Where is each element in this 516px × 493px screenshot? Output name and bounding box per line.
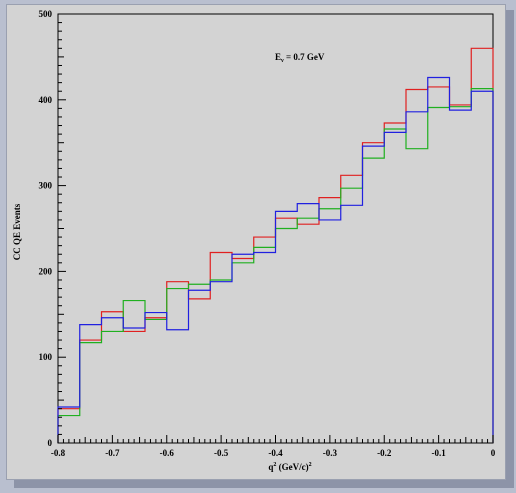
x-tick-label: -0.7	[105, 448, 120, 458]
energy-annotation: Eν = 0.7 GeV	[275, 52, 325, 64]
y-tick-label: 100	[39, 352, 53, 362]
y-tick-label: 500	[39, 9, 53, 19]
y-tick-label: 200	[39, 266, 53, 276]
ticks-group: -0.8 -0.7 -0.6 -0.5 -0.4 -0.3 -0.2 -0.1 0 0 100 200…	[39, 9, 496, 458]
x-tick-label: -0.3	[323, 448, 338, 458]
histogram-blue	[57, 76, 494, 443]
x-tick-label: 0	[491, 448, 496, 458]
x-tick-label: -0.5	[214, 448, 229, 458]
x-axis-label: q2 (GeV/c)2	[268, 462, 311, 472]
y-tick-label: 300	[39, 181, 53, 191]
x-tick-label: -0.8	[51, 448, 66, 458]
x-tick-label: -0.4	[268, 448, 283, 458]
x-tick-label: -0.6	[160, 448, 175, 458]
y-tick-label: 0	[48, 438, 53, 448]
x-tick-label: -0.1	[432, 448, 447, 458]
y-axis-label: CC QE Events	[12, 203, 22, 260]
y-tick-label: 400	[39, 95, 53, 105]
series-group	[57, 47, 494, 443]
x-tick-label: -0.2	[377, 448, 392, 458]
